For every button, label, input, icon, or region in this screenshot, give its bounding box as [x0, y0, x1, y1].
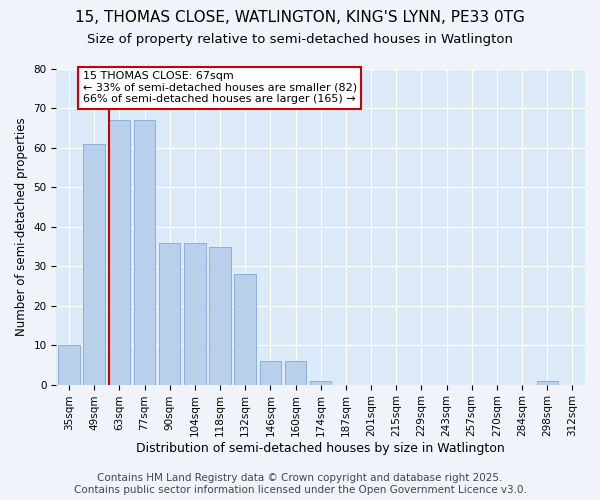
Bar — [260, 361, 281, 384]
Bar — [310, 380, 331, 384]
Bar — [134, 120, 155, 384]
Text: Contains HM Land Registry data © Crown copyright and database right 2025.
Contai: Contains HM Land Registry data © Crown c… — [74, 474, 526, 495]
Text: Size of property relative to semi-detached houses in Watlington: Size of property relative to semi-detach… — [87, 32, 513, 46]
Bar — [83, 144, 105, 384]
Bar — [58, 345, 80, 385]
Bar — [235, 274, 256, 384]
Bar — [209, 246, 231, 384]
Y-axis label: Number of semi-detached properties: Number of semi-detached properties — [15, 118, 28, 336]
X-axis label: Distribution of semi-detached houses by size in Watlington: Distribution of semi-detached houses by … — [136, 442, 505, 455]
Bar — [159, 242, 181, 384]
Bar — [285, 361, 306, 384]
Text: 15 THOMAS CLOSE: 67sqm
← 33% of semi-detached houses are smaller (82)
66% of sem: 15 THOMAS CLOSE: 67sqm ← 33% of semi-det… — [83, 71, 357, 104]
Text: 15, THOMAS CLOSE, WATLINGTON, KING'S LYNN, PE33 0TG: 15, THOMAS CLOSE, WATLINGTON, KING'S LYN… — [75, 10, 525, 25]
Bar — [536, 380, 558, 384]
Bar — [184, 242, 206, 384]
Bar — [109, 120, 130, 384]
